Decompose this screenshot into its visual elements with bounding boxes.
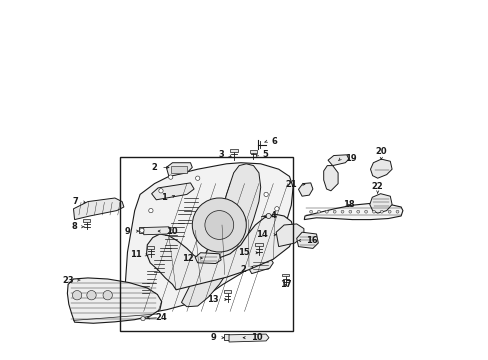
Text: 7: 7 (72, 197, 78, 206)
Bar (230, 149, 237, 152)
Polygon shape (296, 232, 318, 248)
Circle shape (159, 189, 163, 193)
Circle shape (332, 210, 335, 213)
Text: 1: 1 (161, 193, 167, 202)
Polygon shape (73, 198, 123, 220)
Bar (170, 166, 186, 173)
Circle shape (141, 316, 145, 321)
Text: 4: 4 (270, 211, 276, 220)
Polygon shape (166, 163, 192, 176)
Text: 19: 19 (344, 154, 355, 163)
Circle shape (140, 228, 144, 233)
Bar (249, 150, 257, 153)
Text: 16: 16 (306, 236, 318, 245)
Polygon shape (67, 278, 162, 323)
Text: 9: 9 (210, 333, 216, 342)
Text: 6: 6 (270, 136, 276, 145)
Polygon shape (146, 214, 294, 290)
Text: 12: 12 (182, 253, 194, 263)
Circle shape (103, 291, 112, 300)
Circle shape (195, 176, 200, 180)
Circle shape (364, 210, 367, 213)
Polygon shape (304, 203, 402, 220)
Text: 22: 22 (371, 182, 383, 191)
Polygon shape (139, 227, 143, 233)
Circle shape (348, 210, 351, 213)
Text: 2: 2 (240, 265, 246, 274)
Polygon shape (195, 253, 221, 264)
Bar (83, 219, 90, 222)
Circle shape (192, 198, 246, 252)
Circle shape (325, 210, 327, 213)
Circle shape (356, 210, 359, 213)
Circle shape (395, 210, 398, 213)
Bar (224, 290, 231, 293)
Text: 5: 5 (262, 150, 268, 158)
Text: 20: 20 (375, 148, 386, 156)
Polygon shape (298, 183, 312, 196)
Polygon shape (369, 194, 391, 213)
Circle shape (204, 211, 233, 239)
Bar (282, 274, 289, 276)
Text: 13: 13 (206, 295, 218, 304)
Polygon shape (143, 227, 170, 235)
Text: 18: 18 (343, 200, 354, 209)
Text: 10: 10 (166, 227, 177, 236)
Text: 10: 10 (250, 333, 262, 342)
Polygon shape (151, 183, 194, 200)
Polygon shape (370, 159, 391, 178)
Bar (255, 243, 262, 246)
Text: 8: 8 (72, 222, 77, 231)
Text: 14: 14 (256, 230, 268, 239)
Circle shape (341, 210, 343, 213)
Polygon shape (181, 164, 260, 307)
Circle shape (168, 175, 172, 179)
Text: 15: 15 (238, 248, 249, 257)
Polygon shape (228, 334, 268, 342)
Circle shape (380, 210, 383, 213)
Polygon shape (276, 224, 303, 247)
Circle shape (148, 208, 153, 213)
Circle shape (87, 291, 96, 300)
Bar (120, 157, 292, 331)
Polygon shape (323, 166, 337, 191)
Text: 9: 9 (125, 227, 130, 236)
Text: 3: 3 (219, 150, 224, 159)
Polygon shape (247, 257, 273, 274)
Text: 17: 17 (280, 280, 291, 289)
Circle shape (72, 291, 81, 300)
Circle shape (387, 210, 390, 213)
Circle shape (264, 192, 268, 197)
Circle shape (265, 213, 270, 219)
Text: 2: 2 (151, 163, 157, 172)
Polygon shape (224, 334, 228, 340)
Text: 24: 24 (155, 313, 167, 323)
Bar (147, 246, 154, 249)
Polygon shape (327, 155, 348, 166)
Text: 21: 21 (285, 180, 296, 189)
Circle shape (372, 210, 375, 213)
Circle shape (274, 207, 279, 211)
Circle shape (317, 210, 320, 213)
Circle shape (309, 210, 312, 213)
Polygon shape (123, 163, 292, 317)
Text: 11: 11 (130, 251, 142, 259)
Text: 23: 23 (62, 276, 74, 284)
